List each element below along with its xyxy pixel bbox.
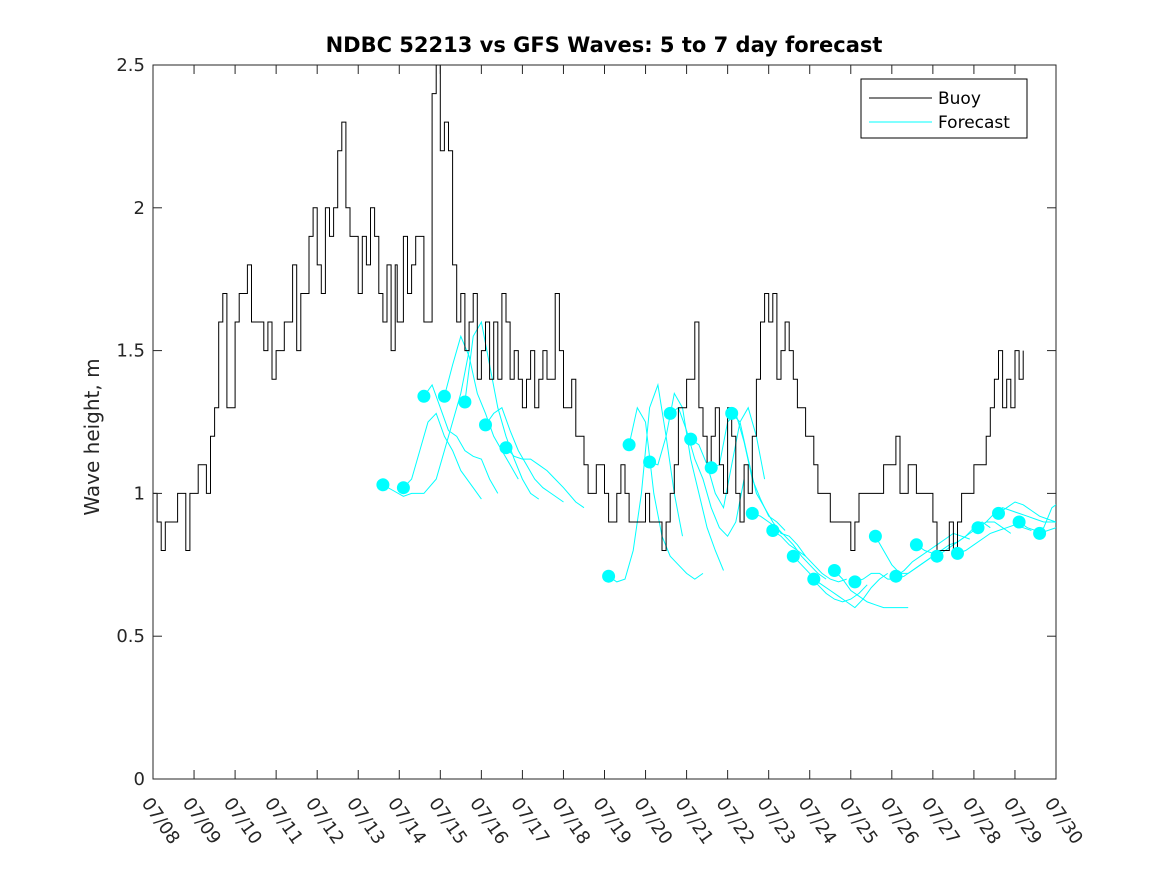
x-tick-label: 07/22: [712, 794, 759, 849]
y-tick-label: 0: [134, 769, 145, 790]
x-tick-label: 07/24: [794, 794, 841, 849]
y-axis-label: Wave height, m: [80, 358, 104, 515]
forecast-start-marker: [437, 389, 451, 403]
plot-area: [152, 64, 1057, 780]
forecast-start-marker: [745, 506, 759, 520]
legend-buoy-label: Buoy: [938, 89, 981, 109]
x-tick-label: 07/17: [506, 794, 553, 849]
legend-box: [860, 78, 1028, 139]
x-tick-label: 07/09: [178, 794, 225, 849]
forecast-start-marker: [889, 569, 903, 583]
forecast-line: [752, 512, 827, 580]
forecast-start-marker: [1033, 526, 1047, 540]
forecast-start-marker: [458, 395, 472, 409]
forecast-line: [977, 507, 1056, 529]
forecast-line: [423, 383, 499, 494]
x-tick-label: 07/26: [876, 794, 923, 849]
forecast-start-marker: [971, 521, 985, 535]
forecast-line: [998, 501, 1056, 523]
forecast-line: [505, 447, 585, 509]
x-tick-label: 07/08: [137, 794, 184, 849]
forecast-line: [485, 406, 564, 503]
forecast-markers: [376, 389, 1047, 589]
x-tick-label: 07/18: [547, 794, 594, 849]
forecast-start-marker: [479, 418, 492, 432]
forecast-line: [608, 382, 683, 583]
forecast-line: [1018, 504, 1056, 532]
forecast-start-marker: [1012, 515, 1026, 529]
forecast-start-marker: [786, 549, 800, 563]
y-tick-label: 2.5: [116, 55, 145, 76]
y-tick-label: 1: [134, 483, 145, 504]
x-tick-label: 07/27: [917, 794, 964, 849]
forecast-start-marker: [848, 575, 862, 589]
x-tick-label: 07/10: [219, 794, 266, 849]
forecast-start-marker: [622, 438, 636, 452]
forecast-line: [792, 555, 868, 603]
x-tick-label: 07/16: [465, 794, 512, 849]
forecast-line: [669, 406, 745, 538]
chart-title: NDBC 52213 vs GFS Waves: 5 to 7 day fore…: [326, 33, 883, 57]
forecast-line: [649, 391, 724, 571]
forecast-start-marker: [951, 546, 964, 560]
forecast-start-marker: [376, 478, 390, 492]
axes-frame: [152, 64, 1057, 780]
forecast-line: [772, 530, 847, 583]
x-tick-label: 07/29: [999, 794, 1046, 849]
forecast-line: [382, 350, 470, 497]
forecast-start-marker: [602, 569, 616, 583]
forecast-start-marker: [827, 564, 841, 577]
y-tick-label: 1.5: [116, 341, 145, 362]
forecast-line: [443, 334, 519, 480]
x-tick-label: 07/30: [1040, 794, 1087, 849]
forecast-start-marker: [725, 406, 739, 420]
x-tick-label: 07/19: [588, 794, 635, 849]
buoy-line: [153, 65, 1024, 551]
legend: Buoy Forecast: [860, 78, 1028, 139]
x-tick-label: 07/14: [383, 794, 430, 849]
forecast-start-marker: [396, 481, 410, 495]
x-tick-label: 07/13: [342, 794, 389, 849]
y-tick-label: 0.5: [116, 626, 145, 647]
forecast-start-marker: [499, 441, 513, 455]
legend-forecast-label: Forecast: [938, 113, 1010, 133]
forecast-start-marker: [807, 572, 821, 586]
y-axis: 0 0.5 1 1.5 2 2.5: [116, 55, 1056, 790]
forecast-start-marker: [684, 432, 698, 446]
forecast-start-marker: [766, 524, 780, 537]
forecast-start-marker: [704, 461, 718, 475]
x-tick-label: 07/15: [424, 794, 471, 849]
x-tick-label: 07/12: [301, 794, 348, 849]
forecast-line: [813, 572, 888, 609]
forecast-start-marker: [417, 389, 431, 403]
x-axis: 07/0807/0907/1007/1107/1207/1307/1407/15…: [137, 65, 1087, 848]
forecast-start-marker: [992, 506, 1005, 520]
x-tick-label: 07/20: [629, 794, 676, 849]
forecast-start-marker: [643, 455, 657, 469]
x-tick-label: 07/21: [670, 794, 717, 849]
y-tick-label: 2: [134, 198, 145, 219]
forecast-start-marker: [868, 529, 882, 543]
forecast-start-marker: [663, 406, 677, 420]
x-tick-label: 07/11: [260, 794, 307, 849]
forecast-start-marker: [909, 538, 923, 552]
forecast-start-marker: [930, 549, 944, 563]
x-tick-label: 07/23: [753, 794, 800, 849]
forecast-line: [403, 412, 482, 500]
x-tick-label: 07/25: [835, 794, 882, 849]
forecast-line: [731, 413, 807, 557]
forecast-line: [834, 570, 909, 609]
x-tick-label: 07/28: [958, 794, 1005, 849]
